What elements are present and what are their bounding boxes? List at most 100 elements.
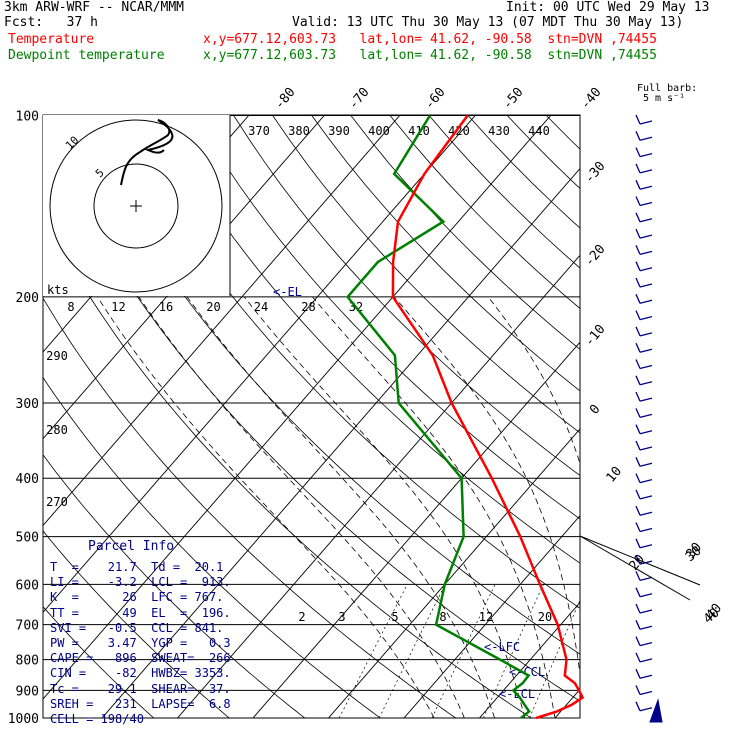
hodograph-speed-label: 8 <box>67 300 74 314</box>
wind-barb <box>639 413 653 419</box>
dry-adiabat <box>116 115 580 609</box>
wind-barb <box>635 294 641 304</box>
dry-adiabat <box>585 116 740 731</box>
wind-barb <box>639 397 653 402</box>
hodograph-unit-label: kts <box>47 283 69 297</box>
dry-adiabat <box>272 115 580 434</box>
wind-barb <box>635 245 641 255</box>
wind-barb <box>639 690 653 696</box>
parcel-info-row: CELL = 198/40 <box>50 712 144 726</box>
moist-adiabat <box>487 296 580 465</box>
wind-barb <box>635 636 641 646</box>
isotherm-line <box>176 254 580 718</box>
parcel-info-row: PW = 3.47 YGP = 0.3 <box>50 636 231 650</box>
theta-label: 400 <box>368 124 390 138</box>
wind-barb <box>635 391 641 402</box>
pressure-label: 1000 <box>8 712 39 727</box>
dry-adiabat <box>43 376 381 718</box>
dry-adiabat <box>43 530 230 718</box>
wind-barb <box>639 169 653 174</box>
wind-barb <box>635 668 641 679</box>
mixing-ratio-label: 3 <box>338 610 345 624</box>
isotherm-line <box>554 688 580 718</box>
wind-barb <box>639 674 653 679</box>
dry-adiabat <box>664 116 740 731</box>
wind-barb <box>639 299 653 304</box>
wind-barb <box>639 332 653 337</box>
wind-barb <box>635 652 641 663</box>
wind-barb <box>635 310 641 320</box>
wind-barb <box>649 698 663 723</box>
moist-adiabat <box>97 296 435 718</box>
pressure-label: 400 <box>16 472 39 487</box>
wind-barb <box>635 620 641 630</box>
hodograph-extension-line <box>579 535 701 586</box>
wind-barb <box>635 212 641 223</box>
parcel-info-row: SREH = 231 LAPSE= 6.8 <box>50 696 231 711</box>
dry-adiabat <box>43 606 155 718</box>
dry-adiabat <box>155 115 580 564</box>
wind-barb <box>639 283 653 288</box>
wind-barb <box>639 348 653 353</box>
wind-barb <box>635 587 641 597</box>
mixing-ratio-line <box>378 584 446 718</box>
wind-barb <box>639 707 653 712</box>
wind-barb <box>639 381 653 386</box>
mixing-ratio-line <box>338 584 408 718</box>
parcel-info-row: SVI = -0.5 CCL = 841. <box>50 620 224 635</box>
parcel-info-row: Tc = 29.1 SHEAR= 37. <box>50 681 231 696</box>
wind-barb <box>635 457 641 467</box>
wind-barb <box>639 136 653 141</box>
mixing-ratio-label: 2 <box>298 610 305 624</box>
wind-barb <box>635 424 641 434</box>
theta-label: 440 <box>528 124 550 138</box>
hodograph-speed-label: 12 <box>111 300 125 314</box>
mixing-ratio-label: 12 <box>479 610 493 624</box>
wind-barb <box>635 131 641 141</box>
valid-time: Valid: 13 UTC Thu 30 May 13 (07 MDT Thu … <box>292 15 684 30</box>
wind-barb <box>635 114 641 125</box>
moist-adiabat <box>138 296 465 718</box>
dry-adiabat-label: 270 <box>46 495 68 509</box>
isotherm-line <box>478 601 580 718</box>
pressure-label: 500 <box>16 531 39 546</box>
parcel-info-row: K = 26 LFC = 767. <box>50 590 224 605</box>
dry-adiabat <box>43 297 457 718</box>
wind-barb <box>639 625 653 630</box>
parcel-info-row: T = 21.7 Td = 20.1 <box>50 560 224 574</box>
isotherm-line <box>252 341 580 718</box>
theta-label: 380 <box>288 124 310 138</box>
mixing-ratio-line <box>483 584 544 718</box>
isotherm-line <box>43 115 326 440</box>
wind-barb <box>635 342 641 353</box>
dewpoint-profile <box>345 114 531 719</box>
mixing-ratio-label: 20 <box>538 610 552 624</box>
dry-adiabat-label: 280 <box>46 423 68 437</box>
moist-adiabat <box>186 296 495 718</box>
parcel-info-row: CAPE = 896 SWEAT= 266 <box>50 651 231 666</box>
wind-barb <box>639 544 653 549</box>
wind-barb <box>639 201 653 207</box>
wind-barb <box>639 593 653 598</box>
isotherm-label: -30 <box>582 159 609 187</box>
wind-barb <box>635 603 641 614</box>
dewpoint-station-info: x,y=677.12,603.73 lat,lon= 41.62, -90.58… <box>203 48 657 63</box>
barb-scale-unit: 5 m s⁻¹ <box>643 93 686 104</box>
wind-barb <box>639 495 653 500</box>
dry-adiabat <box>233 115 580 477</box>
hodograph-speed-label: 16 <box>159 300 173 314</box>
wind-barb <box>635 228 641 239</box>
temperature-legend-label: Temperature <box>8 32 95 47</box>
wind-barb <box>639 446 653 451</box>
hodograph-ring <box>93 163 179 249</box>
dry-adiabat-label: 290 <box>46 349 68 363</box>
pressure-label: 600 <box>16 578 39 593</box>
moist-adiabat <box>669 297 685 718</box>
model-title: 3km ARW-WRF -- NCAR/MMM <box>4 0 185 15</box>
pressure-label: 800 <box>16 654 39 669</box>
wind-barb <box>635 277 641 288</box>
dewpoint-legend-label: Dewpoint temperature <box>8 48 165 63</box>
pressure-label: 900 <box>16 684 39 699</box>
dry-adiabat <box>77 115 580 655</box>
wind-barb <box>635 163 641 174</box>
